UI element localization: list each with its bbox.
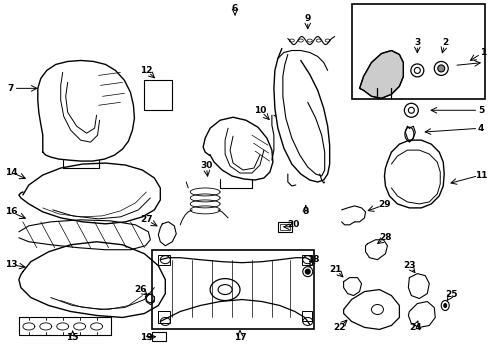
Bar <box>158 255 170 265</box>
Text: 19: 19 <box>140 333 152 342</box>
Bar <box>152 332 166 341</box>
Text: 15: 15 <box>66 333 79 342</box>
Text: 8: 8 <box>302 207 308 216</box>
Text: 14: 14 <box>4 167 17 176</box>
Text: 7: 7 <box>8 84 14 93</box>
Text: 12: 12 <box>140 66 152 75</box>
Text: 26: 26 <box>134 285 146 294</box>
Text: 6: 6 <box>231 4 238 13</box>
Text: 22: 22 <box>333 323 345 332</box>
Text: 18: 18 <box>307 255 319 264</box>
Bar <box>277 222 291 232</box>
Bar <box>301 255 311 265</box>
Ellipse shape <box>305 269 309 274</box>
Text: 25: 25 <box>444 290 456 299</box>
Text: 17: 17 <box>233 333 246 342</box>
Bar <box>152 250 313 329</box>
Text: 13: 13 <box>5 260 17 269</box>
Polygon shape <box>359 50 403 98</box>
Text: 30: 30 <box>200 161 212 170</box>
Text: 28: 28 <box>378 233 391 242</box>
Text: 2: 2 <box>441 38 447 47</box>
Text: 4: 4 <box>477 124 483 133</box>
Text: 29: 29 <box>377 201 390 210</box>
Text: 23: 23 <box>402 261 415 270</box>
Text: 10: 10 <box>253 106 265 115</box>
Text: 24: 24 <box>408 323 421 332</box>
Text: 11: 11 <box>474 171 487 180</box>
Text: 21: 21 <box>329 265 341 274</box>
Text: 27: 27 <box>140 215 152 224</box>
Text: 20: 20 <box>287 220 299 229</box>
Ellipse shape <box>443 303 446 307</box>
Bar <box>144 80 172 110</box>
Bar <box>279 224 289 230</box>
Bar <box>301 311 311 321</box>
Bar <box>158 311 170 323</box>
Text: 9: 9 <box>304 14 310 23</box>
Text: 3: 3 <box>413 38 420 47</box>
Text: 16: 16 <box>5 207 17 216</box>
Text: 5: 5 <box>477 106 483 115</box>
Bar <box>351 4 484 99</box>
Ellipse shape <box>437 65 444 72</box>
Text: 1: 1 <box>479 48 485 57</box>
